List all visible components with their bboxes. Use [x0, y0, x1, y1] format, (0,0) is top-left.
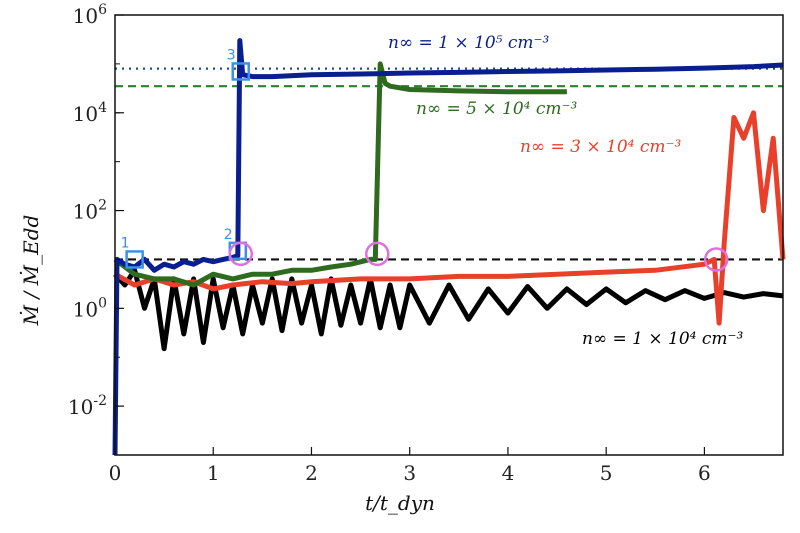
marker-layer: 1 2 3 [121, 47, 729, 272]
tick-layer: 0 1 2 3 4 5 6 10-2 100 102 104 106 [68, 2, 711, 485]
square-marker-label-3: 3 [227, 47, 236, 63]
x-tick-label-2: 2 [305, 461, 318, 485]
plot-frame [114, 14, 784, 456]
annotation-n3e4: n∞ = 3 × 10⁴ cm⁻³ [520, 137, 681, 157]
y-tick-label-0: 100 [73, 295, 107, 321]
circle-marker-2 [365, 241, 390, 267]
y-axis-label: Ṁ / Ṁ_Edd [19, 215, 43, 327]
reference-lines [115, 67, 783, 261]
x-axis-label: t/t_dyn [365, 491, 435, 515]
y-tick-label-4: 104 [73, 100, 107, 126]
circle-marker-1 [228, 241, 253, 267]
x-tick-label-1: 1 [207, 461, 220, 485]
y-tick-label--2: 10-2 [68, 393, 107, 419]
x-tick-label-0: 0 [109, 461, 122, 485]
series-layer [112, 38, 786, 456]
square-marker-label-2: 2 [224, 227, 233, 243]
annotation-n1e4: n∞ = 1 × 10⁴ cm⁻³ [582, 329, 743, 349]
x-tick-label-5: 5 [600, 461, 613, 485]
series-line-n5e4 [113, 61, 567, 288]
annotation-n5e4: n∞ = 5 × 10⁴ cm⁻³ [416, 99, 577, 119]
square-marker-3 [231, 62, 250, 81]
series-line-n1e5 [112, 38, 784, 456]
circle-marker-3 [703, 247, 729, 272]
series-line-n1e4 [113, 267, 784, 352]
square-marker-label-1: 1 [121, 235, 130, 251]
annotation-n1e5: n∞ = 1 × 10⁵ cm⁻³ [388, 33, 549, 53]
y-tick-label-6: 106 [73, 2, 107, 28]
x-tick-label-4: 4 [502, 461, 515, 485]
x-tick-label-6: 6 [698, 461, 711, 485]
y-tick-label-2: 102 [73, 198, 107, 224]
x-tick-label-3: 3 [403, 461, 416, 485]
square-marker-1 [125, 250, 144, 269]
